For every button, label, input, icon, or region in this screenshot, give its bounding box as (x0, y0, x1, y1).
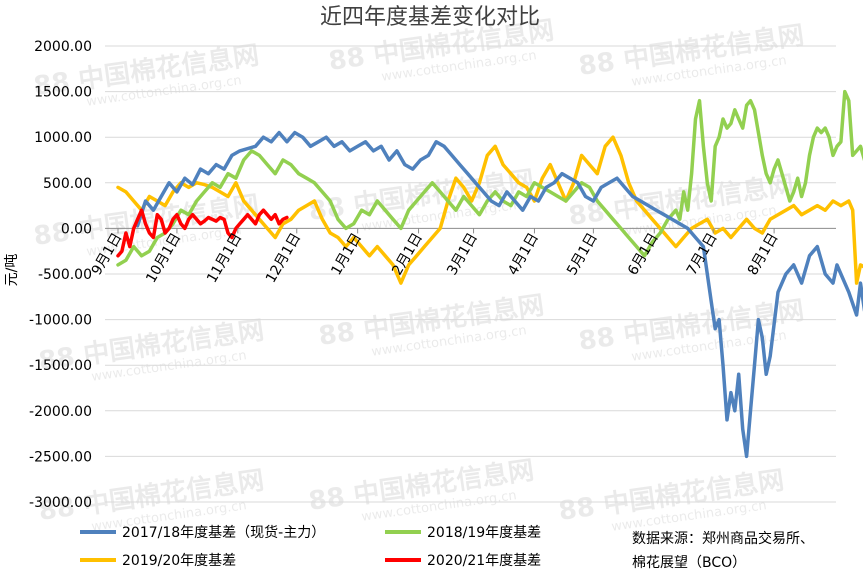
y-tick-label: 1000.00 (34, 130, 92, 146)
y-tick-label: -1500.00 (29, 358, 92, 374)
y-tick-label: -1000.00 (29, 313, 92, 329)
series-line-3 (116, 135, 863, 285)
legend-label: 2018/19年度基差 (427, 524, 541, 541)
legend-label: 2017/18年度基差（现货-主力） (122, 524, 325, 541)
y-tick-label: 1500.00 (34, 85, 92, 101)
y-tick-label: -2500.00 (29, 449, 92, 465)
x-tick-label: 7月1日 (684, 230, 721, 278)
x-tick-label: 1月1日 (328, 230, 365, 278)
legend: 2017/18年度基差（现货-主力） 2018/19年度基差 2019/20年度基差… (80, 524, 541, 569)
y-axis-label: 元/吨 (4, 254, 20, 287)
y-axis-ticks: 2000.00 1500.00 1000.00 500.00 0.00 -500.00 -1… (29, 39, 92, 511)
series-line-4 (116, 208, 289, 258)
y-tick-label: -2000.00 (29, 404, 92, 420)
y-tick-label: 500.00 (43, 176, 92, 192)
x-tick-label: 8月1日 (745, 230, 782, 278)
x-tick-label: 3月1日 (444, 230, 481, 278)
legend-label: 2019/20年度基差 (122, 552, 236, 569)
x-tick-label: 12月1日 (263, 230, 304, 285)
x-tick-label: 4月1日 (505, 230, 542, 278)
chart-title: 近四年度基差变化对比 (320, 5, 540, 30)
data-source-note-line2: 棉花展望（BCO） (632, 554, 746, 571)
y-tick-label: -3000.00 (29, 495, 92, 511)
series-line-1 (135, 130, 863, 459)
legend-label: 2020/21年度基差 (427, 552, 541, 569)
x-tick-label: 5月1日 (564, 230, 601, 278)
data-source-note: 数据来源：郑州商品交易所、 (632, 530, 814, 547)
y-tick-label: 2000.00 (34, 39, 92, 55)
series-line-2 (116, 89, 863, 267)
y-tick-label: -500.00 (38, 267, 92, 283)
y-tick-label: 0.00 (61, 221, 92, 237)
series-layer (116, 89, 863, 459)
